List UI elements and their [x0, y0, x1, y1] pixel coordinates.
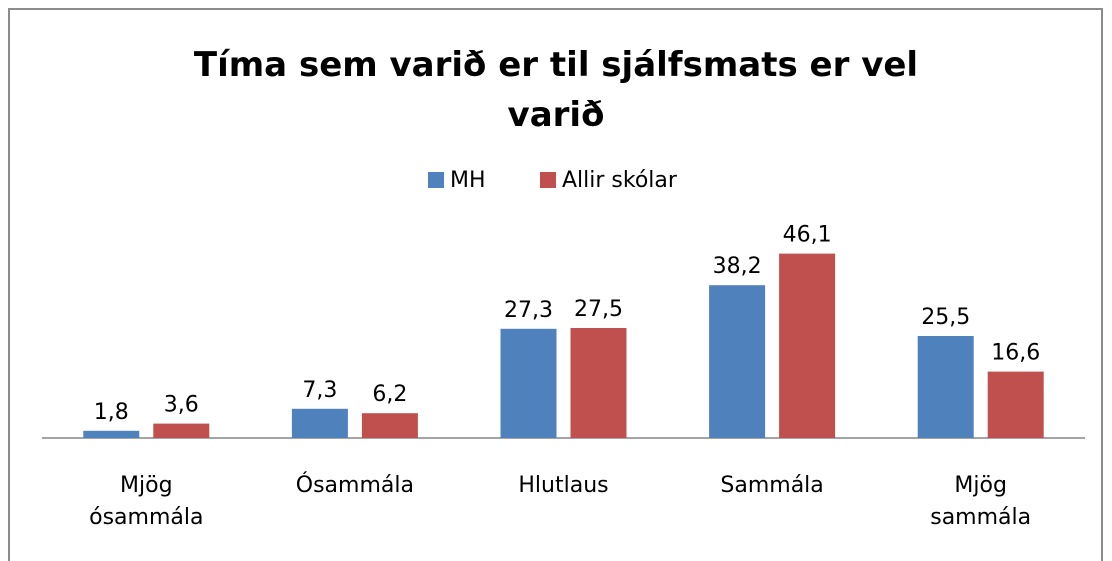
- bar: [291, 408, 348, 438]
- value-label: 6,2: [372, 382, 407, 407]
- x-tick-label: Mjög sammála: [930, 473, 1032, 530]
- value-label: 46,1: [783, 223, 832, 248]
- chart-border: [8, 8, 1103, 561]
- x-tick-label: Ósammála: [295, 473, 414, 498]
- legend-label: MH: [450, 168, 486, 193]
- value-label: 25,5: [921, 305, 970, 330]
- value-label: 16,6: [991, 341, 1040, 366]
- x-tick-label: Sammála: [720, 473, 824, 498]
- value-label: 27,3: [504, 298, 553, 323]
- legend-swatch: [428, 172, 444, 188]
- bar: [779, 253, 836, 438]
- bar: [83, 430, 140, 438]
- legend-label: Allir skólar: [562, 168, 678, 193]
- value-label: 1,8: [94, 400, 129, 425]
- value-label: 7,3: [302, 378, 337, 403]
- legend-swatch: [540, 172, 556, 188]
- chart-title: Tíma sem varið er til sjálfsmats er vel …: [193, 45, 919, 135]
- bar: [153, 423, 210, 438]
- bar: [361, 413, 418, 438]
- bar: [709, 285, 766, 438]
- bar: [987, 371, 1044, 438]
- bar: [917, 336, 974, 438]
- x-tick-label: Mjög ósammála: [89, 473, 204, 530]
- value-label: 3,6: [164, 393, 199, 418]
- bar: [500, 328, 557, 438]
- value-label: 27,5: [574, 297, 623, 322]
- x-tick-label: Hlutlaus: [518, 473, 609, 498]
- bar: [570, 328, 627, 438]
- value-label: 38,2: [713, 254, 762, 279]
